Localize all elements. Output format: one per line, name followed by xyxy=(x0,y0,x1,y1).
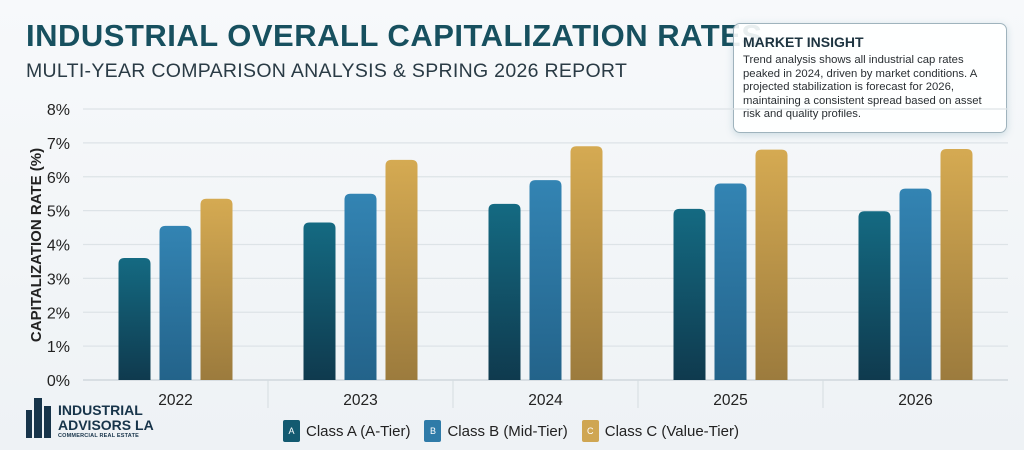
bar-c-2022 xyxy=(200,198,233,380)
x-tick-label: 2023 xyxy=(343,392,377,409)
bar-b-2023 xyxy=(344,193,377,380)
bar-a-2023 xyxy=(303,222,336,380)
chart-subtitle: MULTI-YEAR COMPARISON ANALYSIS & SPRING … xyxy=(26,60,628,82)
bar-a-2022 xyxy=(118,258,151,380)
legend-item-class-b: B Class B (Mid-Tier) xyxy=(424,420,568,442)
y-tick-label: 6% xyxy=(47,170,70,187)
y-tick-label: 2% xyxy=(47,305,70,322)
y-tick-label: 4% xyxy=(47,238,70,255)
bar-c-2023 xyxy=(385,159,418,380)
y-tick-label: 0% xyxy=(47,373,70,390)
market-insight-box: MARKET INSIGHT Trend analysis shows all … xyxy=(733,23,1007,133)
bar-b-2025 xyxy=(714,183,747,380)
bar-b-2022 xyxy=(159,225,192,380)
bar-a-2026 xyxy=(858,211,891,380)
y-tick-label: 3% xyxy=(47,271,70,288)
legend-label: Class A (A-Tier) xyxy=(306,422,411,440)
legend-label: Class C (Value-Tier) xyxy=(604,422,739,440)
bar-c-2024 xyxy=(570,146,603,380)
logo-building-icon xyxy=(26,398,51,438)
legend-item-class-c: C Class C (Value-Tier) xyxy=(581,420,739,442)
y-tick-label: 7% xyxy=(47,136,70,153)
x-tick-label: 2025 xyxy=(713,392,747,409)
y-axis-label: CAPITALIZATION RATE (%) xyxy=(28,148,45,342)
bar-b-2024 xyxy=(529,180,562,380)
bar-c-2025 xyxy=(755,149,788,380)
building-icon: A xyxy=(283,420,300,442)
insight-body: Trend analysis shows all industrial cap … xyxy=(743,54,982,121)
bar-b-2026 xyxy=(899,188,932,380)
x-tick-label: 2022 xyxy=(158,392,192,409)
building-icon: C xyxy=(581,420,599,442)
chart-title: INDUSTRIAL OVERALL CAPITALIZATION RATES xyxy=(26,18,763,53)
x-tick-label: 2024 xyxy=(528,392,563,409)
building-icon: B xyxy=(424,420,442,442)
bar-a-2024 xyxy=(488,203,521,380)
y-tick-label: 1% xyxy=(47,339,70,356)
logo-line2: ADVISORS LA xyxy=(58,417,154,433)
y-tick-label: 5% xyxy=(47,204,70,221)
legend: A Class A (A-Tier) B Class B (Mid-Tier) … xyxy=(283,420,739,442)
legend-label: Class B (Mid-Tier) xyxy=(447,422,568,440)
insight-title: MARKET INSIGHT xyxy=(743,34,864,50)
logo-line1: INDUSTRIAL xyxy=(58,402,143,418)
bar-a-2025 xyxy=(673,208,706,380)
bar-c-2026 xyxy=(940,148,973,380)
logo: INDUSTRIAL ADVISORS LA COMMERCIAL REAL E… xyxy=(58,402,154,440)
y-tick-label: 8% xyxy=(47,102,70,119)
legend-item-class-a: A Class A (A-Tier) xyxy=(283,420,410,442)
x-tick-label: 2026 xyxy=(898,392,932,409)
logo-line3: COMMERCIAL REAL ESTATE xyxy=(58,433,139,439)
